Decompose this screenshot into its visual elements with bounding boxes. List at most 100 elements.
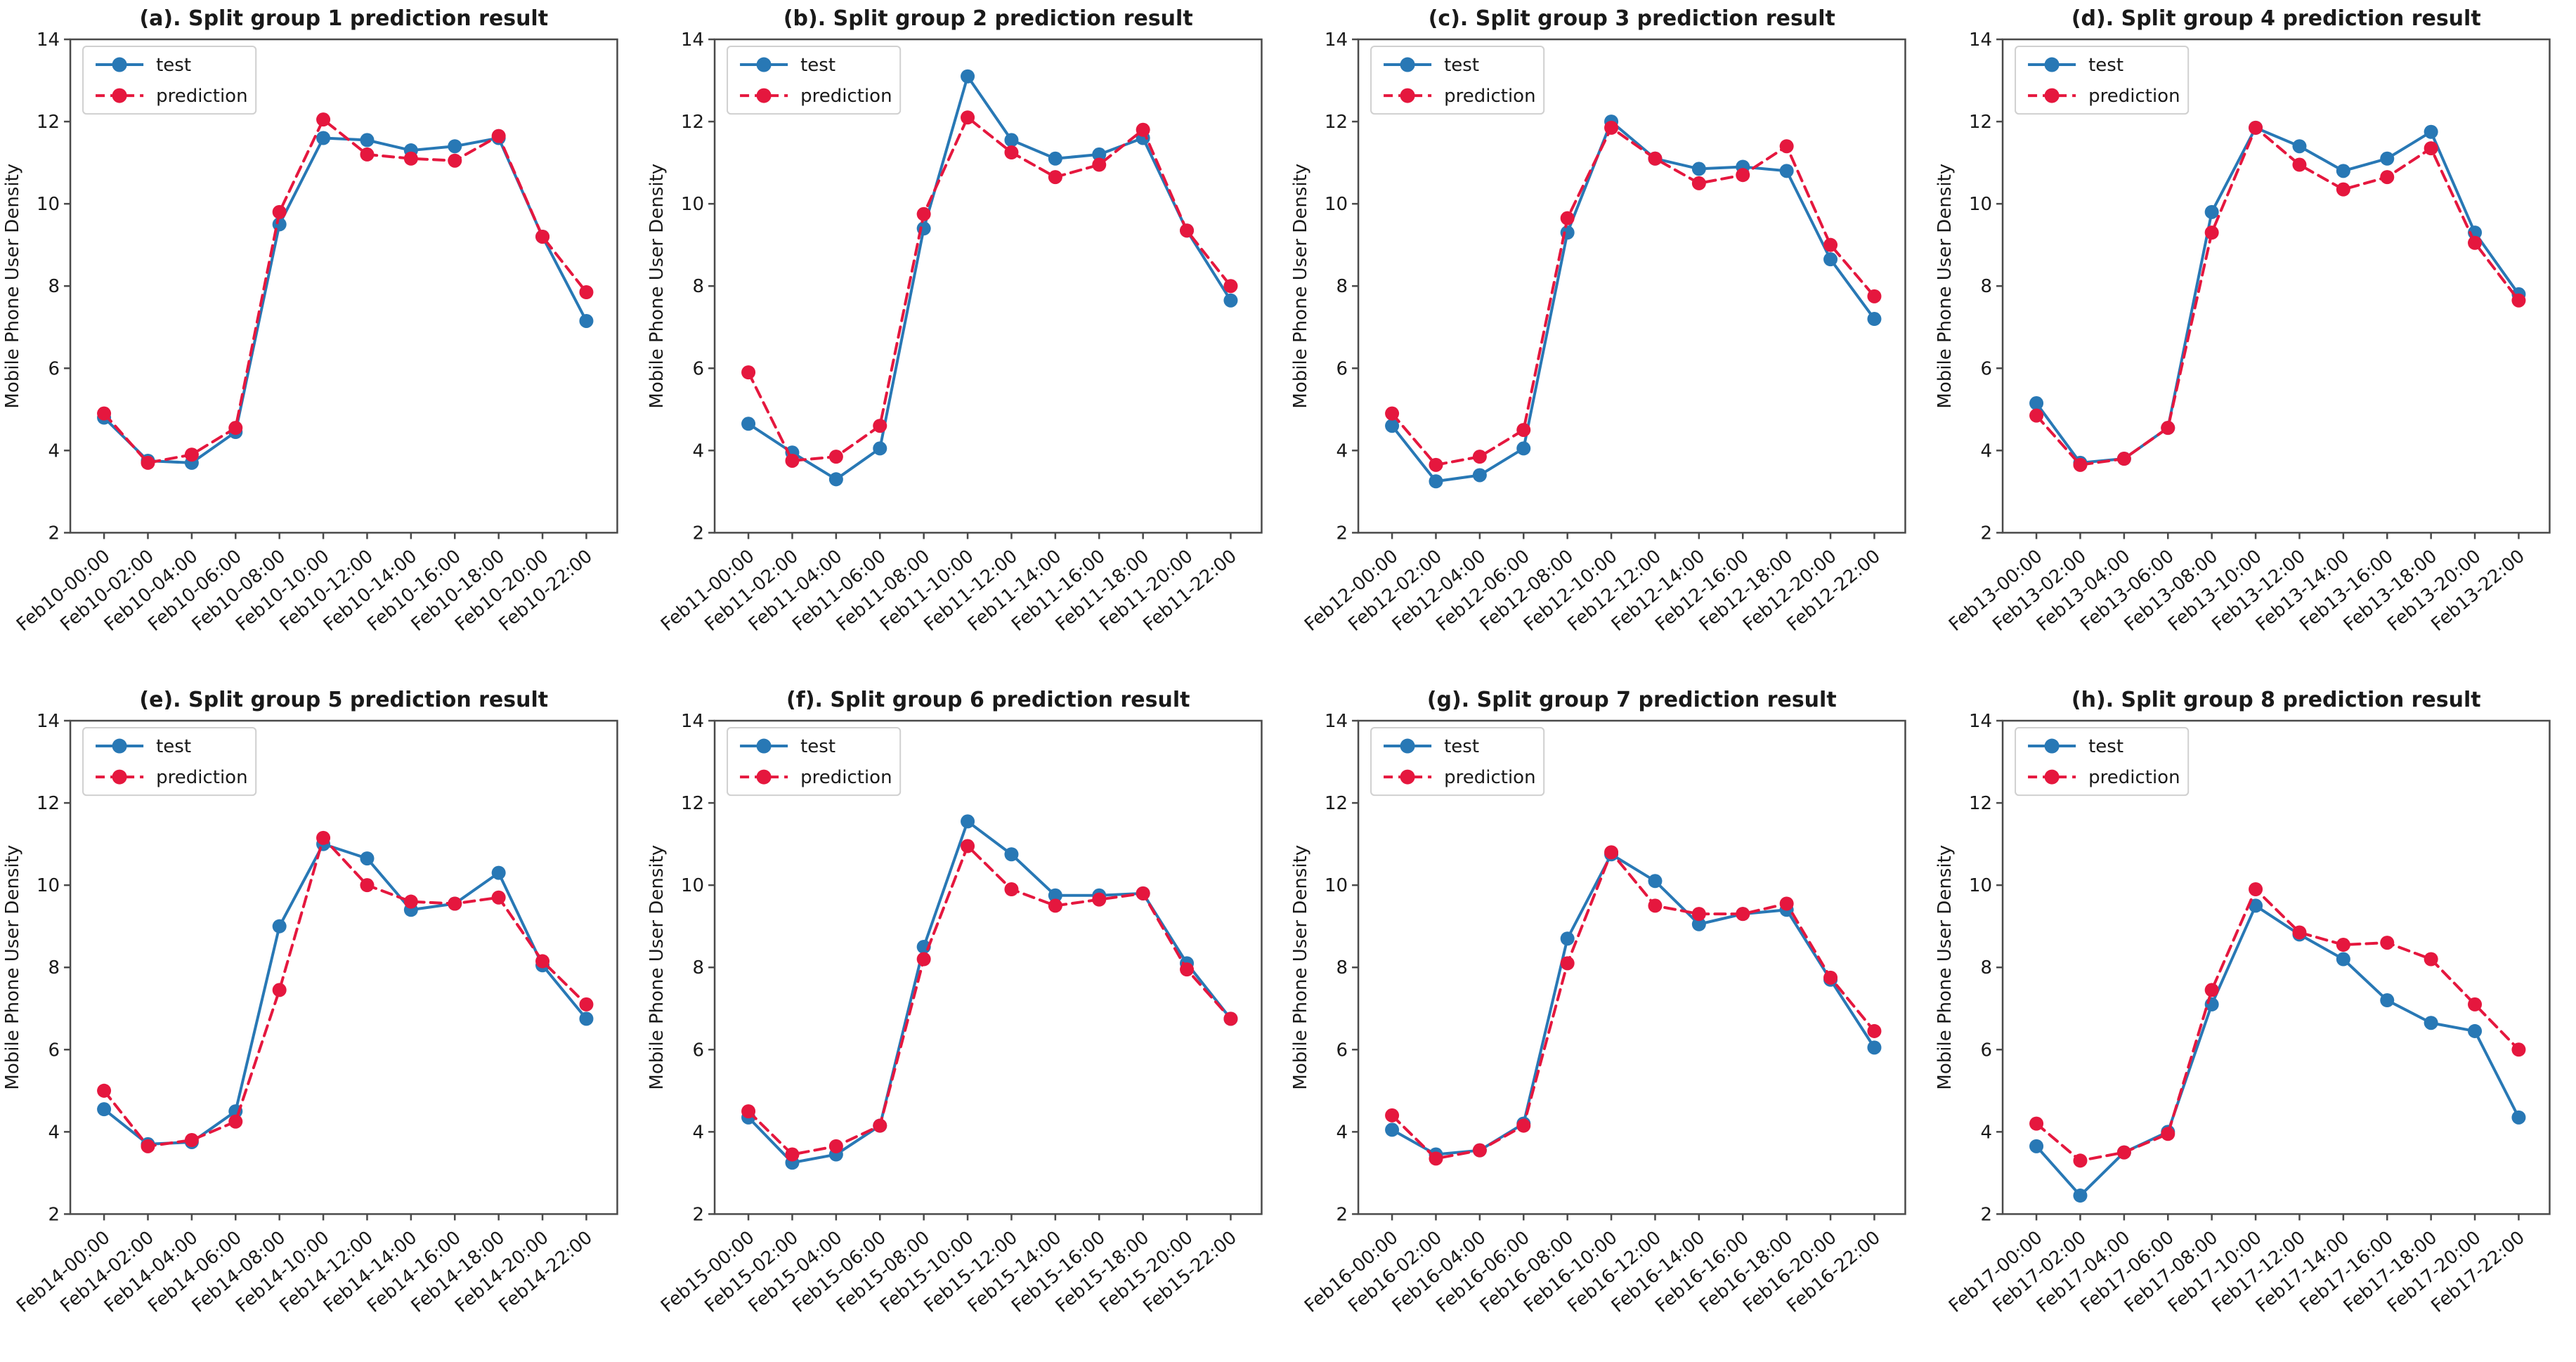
prediction-point-marker [741, 1104, 755, 1118]
chart-title: (e). Split group 5 prediction result [139, 688, 548, 712]
y-tick-label: 14 [1968, 30, 1991, 51]
y-tick-label: 12 [680, 112, 703, 133]
prediction-point-marker [2291, 157, 2306, 172]
y-tick-label: 6 [1980, 358, 1992, 379]
prediction-point-marker [403, 151, 418, 166]
y-tick-label: 10 [680, 875, 703, 896]
prediction-point-marker [1048, 898, 1062, 912]
test-point-marker [97, 1101, 112, 1116]
prediction-point-marker [1136, 122, 1150, 137]
legend-label-prediction: prediction [1444, 767, 1535, 788]
y-tick-label: 4 [1980, 440, 1992, 461]
chart-e-canvas: (e). Split group 5 prediction result Mobi… [2, 688, 618, 1316]
legend-prediction-swatch-marker [112, 88, 127, 103]
test-point-marker [2379, 993, 2394, 1007]
prediction-point-marker [1516, 423, 1531, 438]
prediction-point-marker [1823, 970, 1838, 985]
legend-label-test: test [1444, 55, 1479, 76]
test-point-marker [828, 472, 843, 487]
prediction-point-marker [2029, 1116, 2043, 1131]
test-point-marker [360, 851, 375, 865]
prediction-point-marker [403, 894, 418, 909]
prediction-point-marker [316, 830, 331, 845]
prediction-point-marker [1091, 892, 1106, 907]
test-line [1391, 120, 1876, 483]
chart-panel-h: (h). Split group 8 prediction result Mobi… [1932, 681, 2576, 1362]
test-point-marker [1691, 917, 1706, 931]
prediction-line [746, 116, 1232, 462]
chart-b-canvas: (b). Split group 2 prediction result Mobi… [646, 6, 1263, 636]
test-point-marker [1429, 474, 1443, 489]
test-point-marker [741, 417, 755, 431]
y-tick-label: 6 [1336, 1040, 1348, 1061]
y-tick-label: 2 [48, 1204, 60, 1225]
y-axis-label: Mobile Phone User Density [2, 164, 23, 409]
chart-title: (c). Split group 3 prediction result [1429, 6, 1835, 31]
prediction-point-marker [2467, 235, 2482, 250]
plot-frame [69, 38, 618, 534]
y-tick-label: 6 [1980, 1040, 1992, 1061]
prediction-point-marker [2160, 1126, 2175, 1141]
legend-label-prediction: prediction [2088, 767, 2180, 788]
legend-prediction-swatch-marker [2044, 88, 2060, 103]
test-point-marker [2291, 139, 2306, 154]
test-point-marker [1223, 293, 1237, 308]
test-line [746, 74, 1232, 481]
prediction-point-marker [228, 1114, 243, 1129]
chart-panel-f: (f). Split group 6 prediction result Mobi… [644, 681, 1289, 1362]
test-point-marker [448, 139, 462, 154]
legend-label-test: test [2088, 55, 2123, 76]
test-point-marker [579, 1011, 594, 1026]
prediction-line [1391, 126, 1876, 466]
chart-c-canvas: (c). Split group 3 prediction result Mobi… [1290, 6, 1906, 636]
chart-panel-e: (e). Split group 5 prediction result Mobi… [0, 681, 644, 1362]
chart-title: (d). Split group 4 prediction result [2071, 6, 2480, 31]
y-tick-label: 2 [48, 523, 60, 544]
test-point-marker [2336, 952, 2350, 967]
legend-test-swatch-marker [112, 57, 127, 72]
prediction-line [103, 836, 588, 1148]
y-tick-label: 4 [48, 1122, 60, 1143]
prediction-point-marker [1472, 450, 1487, 464]
test-point-marker [2424, 1015, 2438, 1030]
y-tick-label: 4 [692, 440, 704, 461]
prediction-point-marker [741, 365, 755, 380]
y-tick-label: 2 [1980, 523, 1992, 544]
legend: test prediction [2014, 726, 2189, 796]
y-tick-label: 12 [1325, 112, 1348, 133]
y-tick-label: 12 [1968, 793, 1991, 814]
prediction-point-marker [97, 406, 112, 421]
prediction-point-marker [1560, 955, 1575, 970]
test-point-marker [1385, 1122, 1400, 1137]
legend-prediction-swatch-marker [756, 88, 772, 103]
legend: test prediction [1370, 46, 1545, 115]
y-tick-label: 6 [48, 358, 60, 379]
prediction-point-marker [2160, 421, 2175, 436]
test-point-marker [1691, 162, 1706, 176]
legend-label-prediction: prediction [800, 767, 892, 788]
y-tick-label: 2 [1980, 1204, 1992, 1225]
y-axis-label: Mobile Phone User Density [2, 844, 23, 1089]
prediction-point-marker [2248, 120, 2263, 135]
y-tick-label: 10 [1325, 194, 1348, 215]
prediction-point-marker [360, 147, 375, 162]
test-point-marker [872, 441, 887, 456]
legend-label-test: test [2088, 736, 2123, 757]
chart-panel-a: (a). Split group 1 prediction result Mobi… [0, 0, 644, 681]
plot-frame [1357, 719, 1906, 1215]
test-point-marker [2467, 1023, 2482, 1038]
plot-frame [69, 719, 618, 1215]
y-axis-label: Mobile Phone User Density [1290, 164, 1311, 409]
legend-prediction-swatch-marker [1400, 88, 1415, 103]
legend: test prediction [726, 46, 901, 115]
prediction-point-marker [535, 229, 550, 244]
prediction-point-marker [272, 204, 287, 219]
prediction-point-marker [141, 455, 155, 470]
legend-test-swatch-marker [2044, 738, 2060, 754]
y-tick-label: 4 [1980, 1122, 1992, 1143]
y-axis-label: Mobile Phone User Density [1934, 164, 1956, 409]
test-point-marker [2511, 1110, 2525, 1125]
prediction-point-marker [1648, 151, 1663, 166]
test-point-marker [2072, 1188, 2087, 1203]
